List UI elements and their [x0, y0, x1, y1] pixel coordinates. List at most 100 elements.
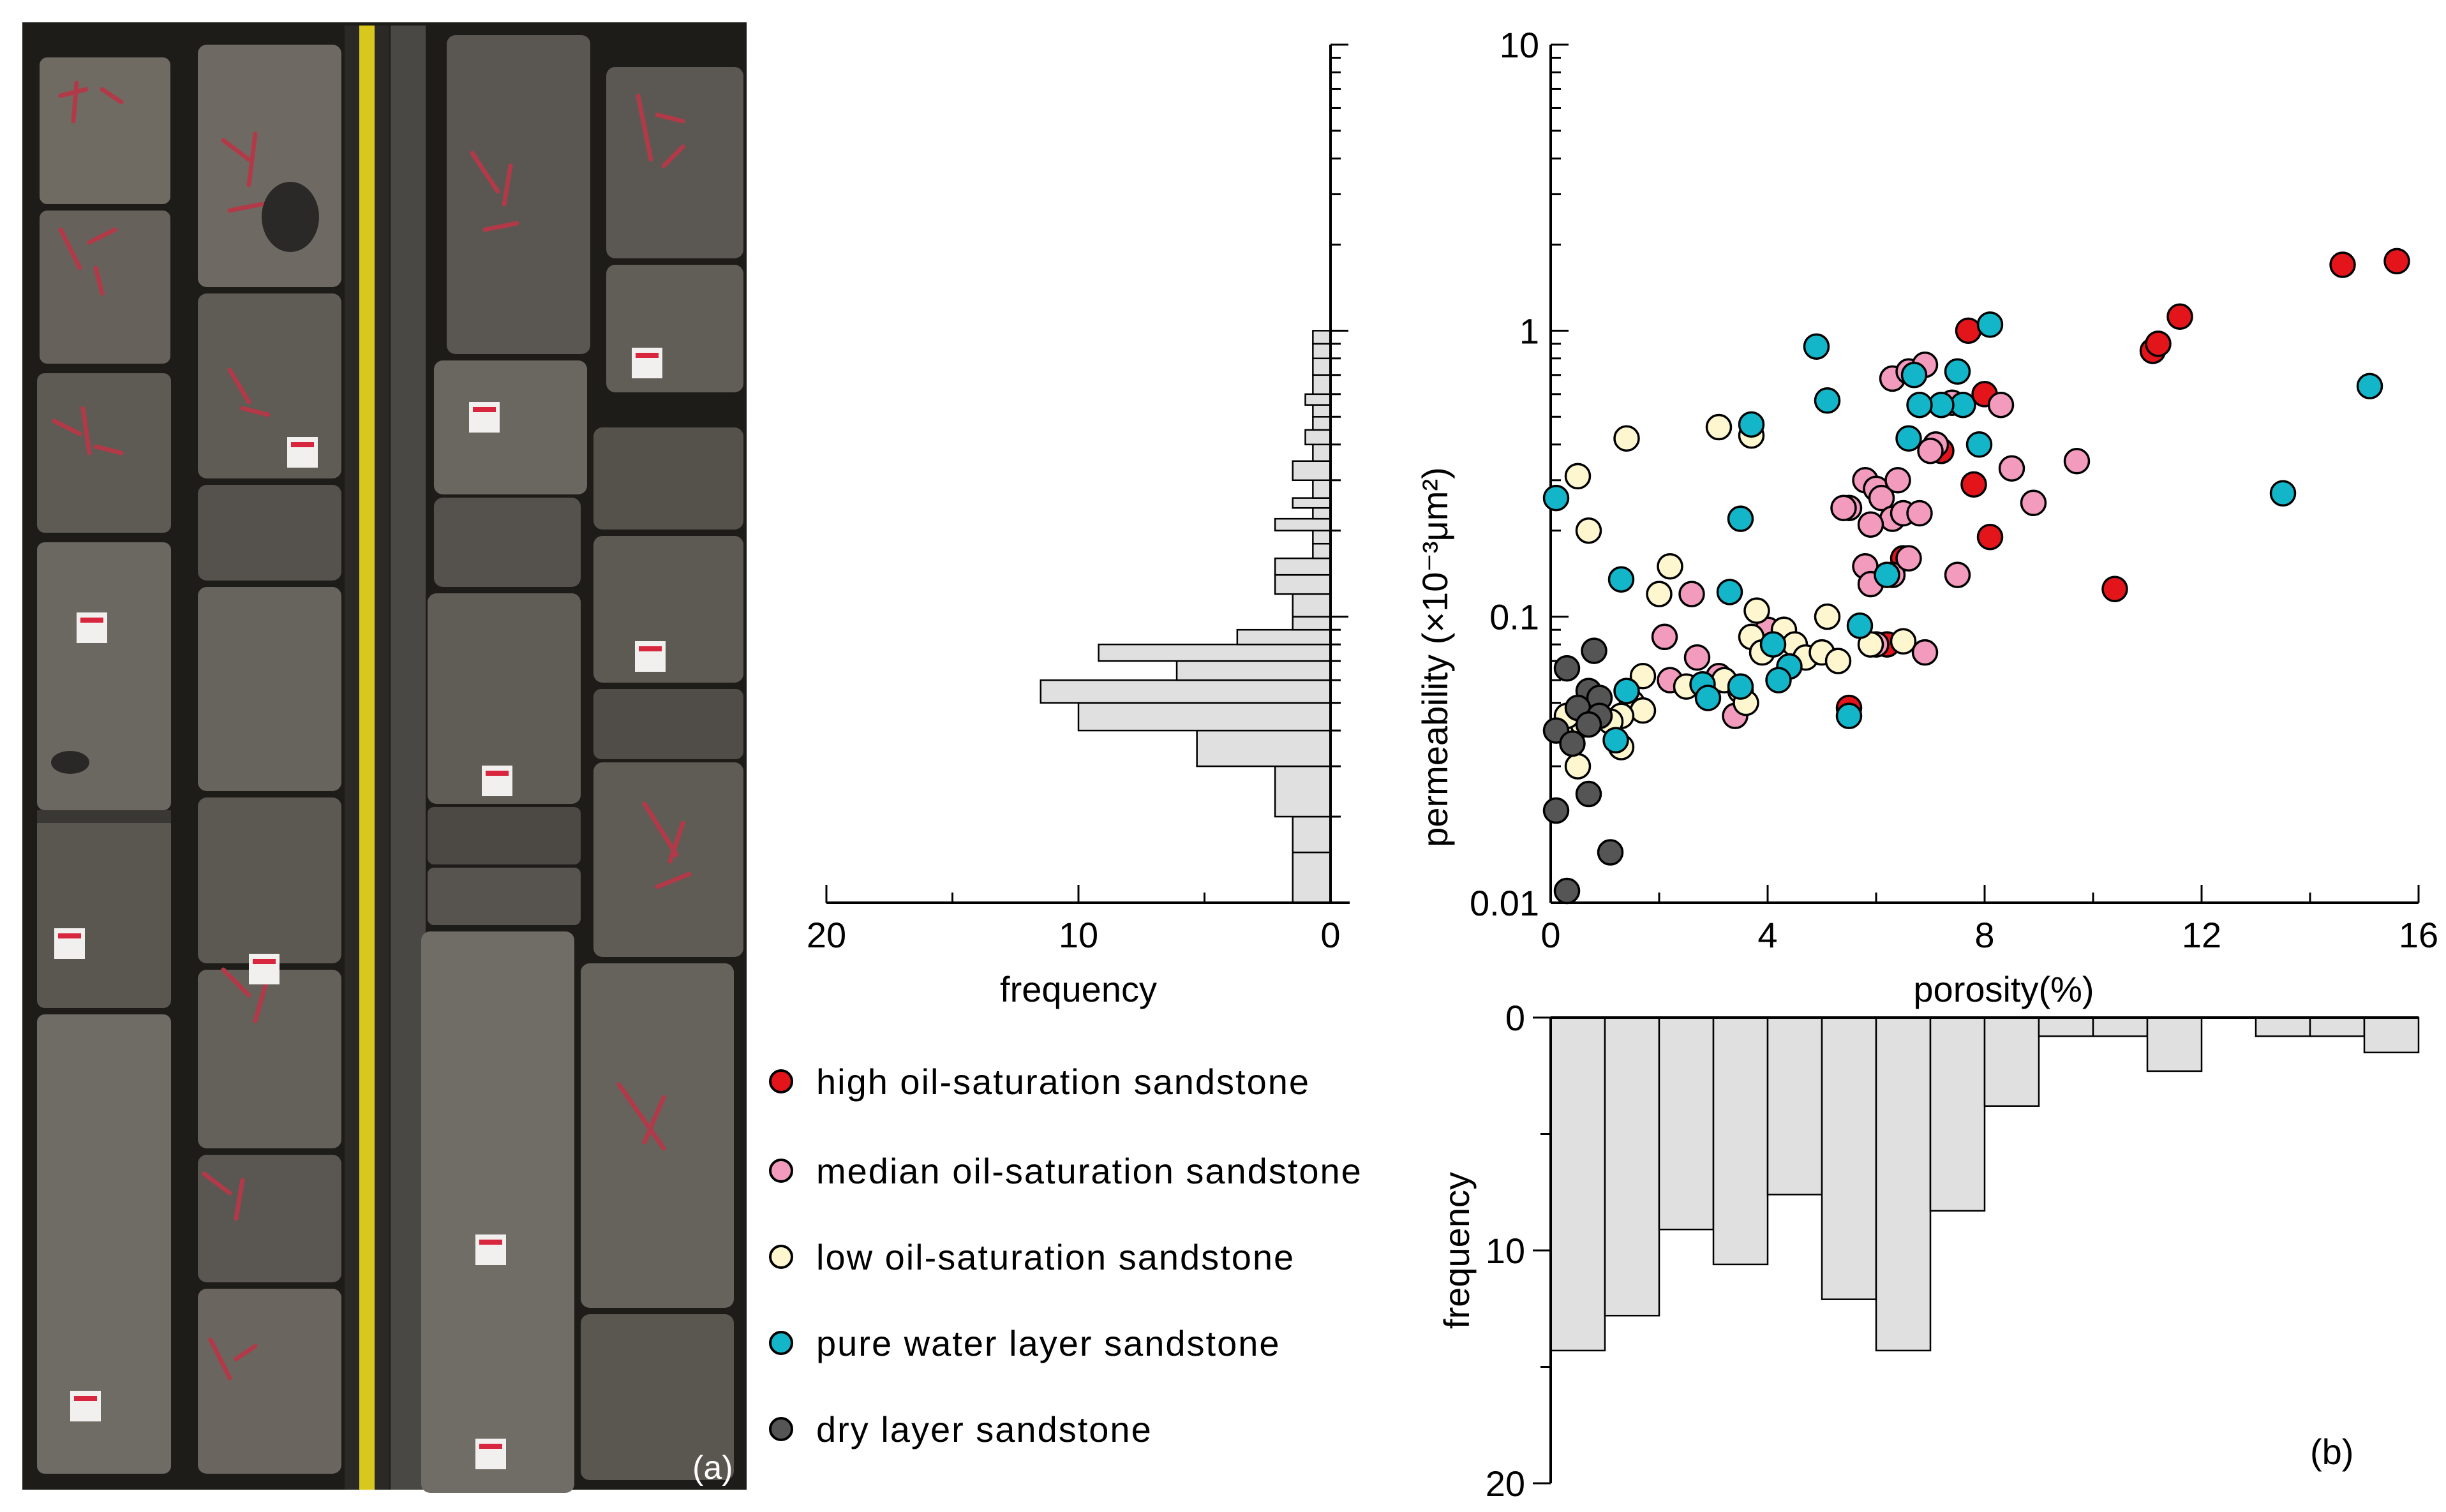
scatter-point-high-oil-saturation [2166, 303, 2193, 330]
scatter-point-low-oil-saturation [1613, 425, 1640, 452]
scatter-point-pure-water [1900, 362, 1928, 389]
scatter-point-dry-layer [1581, 637, 1607, 664]
scatter-point-low-oil-saturation [1646, 581, 1673, 607]
left-histogram-bar [1236, 628, 1332, 646]
left-histogram-bar [1274, 557, 1332, 576]
scatter-point-low-oil-saturation [1890, 628, 1917, 655]
x-tick-label: 4 [1757, 915, 1777, 955]
core-column-1 [37, 57, 171, 1474]
scatter-point-pure-water [1906, 391, 1933, 419]
scatter-point-high-oil-saturation [2145, 330, 2172, 357]
left-histogram-bar [1077, 702, 1332, 732]
bottom-histogram-bar [1875, 1016, 1932, 1352]
scatter-point-high-oil-saturation [2329, 251, 2356, 278]
scatter-point-high-oil-saturation [1960, 471, 1987, 498]
left-histogram-tick-label: 10 [1059, 915, 1098, 955]
scatter-point-pure-water [1716, 579, 1743, 605]
scatter-point-median-oil-saturation [1895, 545, 1922, 572]
scatter-point-pure-water [2269, 480, 2297, 507]
left-histogram-bar [1312, 404, 1332, 418]
bottom-histogram-bar [2146, 1016, 2203, 1072]
bottom-histogram-bar [1549, 1016, 1606, 1352]
scatter-point-pure-water [1738, 411, 1765, 438]
bottom-histogram-bar [1821, 1016, 1877, 1300]
legend-marker-median-oil [769, 1159, 793, 1183]
bottom-histogram-bar [2309, 1016, 2366, 1037]
left-histogram-bar [1292, 616, 1332, 631]
legend-item-dry-layer: dry layer sandstone [769, 1400, 1152, 1458]
legend-label: high oil-saturation sandstone [816, 1061, 1311, 1102]
left-histogram-bar [1040, 679, 1332, 704]
scatter-point-pure-water [1814, 387, 1841, 414]
scatter-point-median-oil-saturation [1651, 623, 1678, 651]
left-histogram-bar [1312, 479, 1332, 499]
left-histogram-bar [1274, 765, 1332, 818]
scatter-point-median-oil-saturation [1857, 511, 1884, 538]
scatter-point-median-oil-saturation [1906, 500, 1933, 527]
legend-label: dry layer sandstone [816, 1409, 1152, 1449]
left-histogram-bar [1312, 416, 1332, 431]
scatter-point-pure-water [1727, 673, 1754, 700]
scatter-point-median-oil-saturation [1944, 561, 1971, 588]
left-histogram-bar [1312, 542, 1332, 560]
bottom-histogram-bar [2255, 1016, 2311, 1037]
legend-item-high-oil: high oil-saturation sandstone [769, 1053, 1310, 1110]
y-tick-label: 1 [1519, 311, 1539, 351]
scatter-point-low-oil-saturation [1824, 648, 1852, 674]
left-histogram-bar [1312, 330, 1332, 345]
x-tick-label: 0 [1540, 915, 1560, 955]
scatter-point-low-oil-saturation [1814, 603, 1841, 630]
scatter-point-median-oil-saturation [1917, 437, 1944, 464]
core-depth-marks [52, 80, 692, 1381]
scatter-point-pure-water [1895, 425, 1922, 452]
left-histogram-bar [1292, 497, 1332, 509]
bottom-histogram-bar [1712, 1016, 1769, 1266]
left-histogram-bar [1304, 393, 1332, 406]
legend-marker-dry-layer [769, 1417, 793, 1441]
left-histogram-bar [1292, 593, 1332, 618]
scatter-point-low-oil-saturation [1657, 552, 1683, 580]
bottom-histogram-ylabel: frequency [1436, 1172, 1477, 1329]
scatter-point-pure-water [1613, 678, 1640, 704]
left-histogram-bar [1292, 460, 1332, 482]
scatter-point-dry-layer [1575, 780, 1602, 808]
left-histogram-bar [1196, 729, 1332, 767]
scatter-point-pure-water [1803, 333, 1830, 360]
sample-tags [54, 348, 666, 1469]
scatter-xlabel: porosity(%) [1913, 969, 2094, 1009]
left-histogram-bar [1312, 357, 1332, 376]
scatter-point-median-oil-saturation [1678, 581, 1705, 607]
scatter-point-high-oil-saturation [1955, 317, 1982, 345]
legend-label: pure water layer sandstone [816, 1323, 1281, 1363]
scatter-point-median-oil-saturation [2063, 447, 2091, 475]
scatter-point-low-oil-saturation [1629, 662, 1657, 690]
bottom-histogram-bar [1983, 1016, 2040, 1107]
left-histogram-bar [1312, 530, 1332, 545]
porosity-frequency-histogram: 0 10 20 [1486, 998, 2420, 1504]
legend-marker-pure-water [769, 1331, 793, 1355]
left-histogram-bar [1292, 851, 1332, 904]
y-tick-label: 0.01 [1470, 883, 1539, 923]
bottom-histogram-tick-label: 0 [1505, 998, 1525, 1038]
legend-marker-low-oil [769, 1245, 793, 1269]
scatter-point-high-oil-saturation [2101, 575, 2128, 602]
bottom-histogram-bar [1766, 1016, 1823, 1196]
scatter-point-median-oil-saturation [1884, 467, 1911, 494]
scatter-point-dry-layer [1597, 839, 1624, 866]
left-histogram-bar [1312, 507, 1332, 520]
left-histogram-bar [1274, 574, 1332, 595]
scatter-point-dry-layer [1542, 797, 1570, 824]
y-tick-label: 0.1 [1489, 597, 1539, 637]
x-tick-label: 16 [2399, 915, 2438, 955]
scatter-point-median-oil-saturation [1998, 455, 2025, 482]
measuring-tape [345, 26, 426, 1490]
left-histogram-bar [1304, 429, 1332, 445]
bottom-histogram-bar [1929, 1016, 1986, 1212]
core-column-3 [421, 35, 590, 1493]
scatter-point-median-oil-saturation [1683, 644, 1711, 671]
bottom-histogram-bar [1658, 1016, 1715, 1231]
legend-item-pure-water: pure water layer sandstone [769, 1314, 1281, 1372]
scatter-point-dry-layer [1553, 877, 1581, 905]
scatter-point-pure-water [1944, 358, 1971, 385]
